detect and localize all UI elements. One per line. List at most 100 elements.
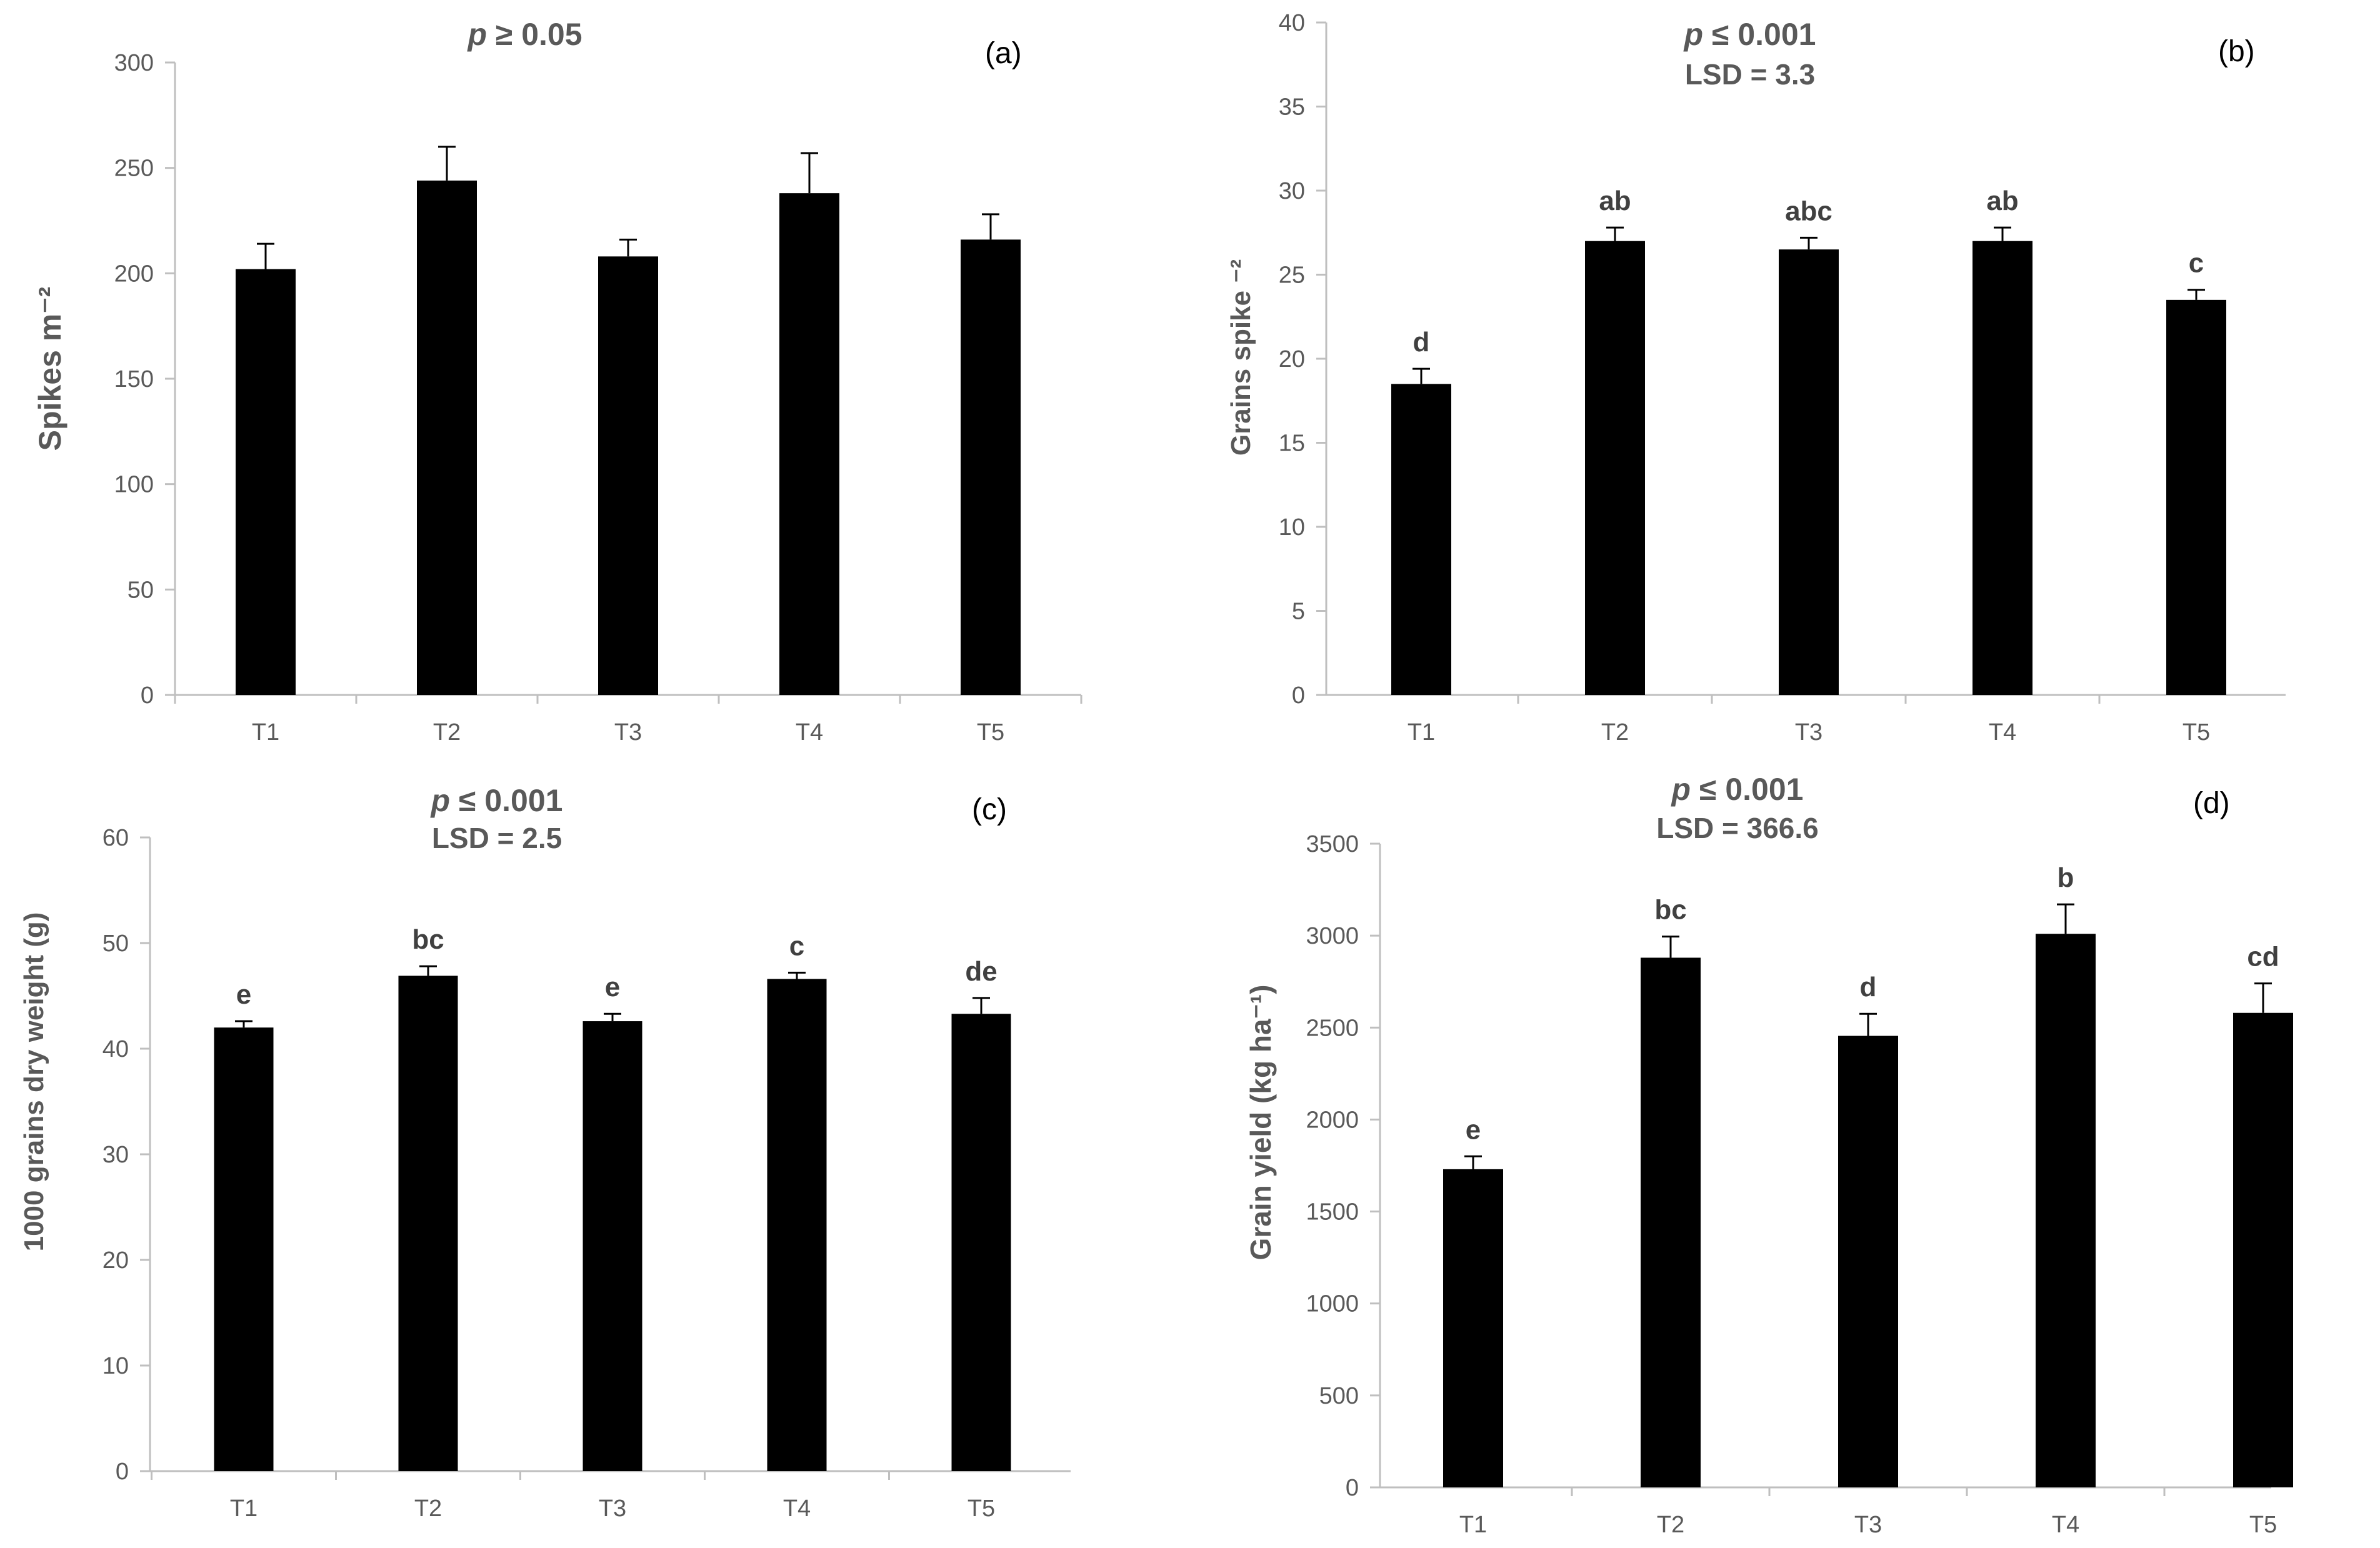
panel-a: p ≥ 0.05 (a) Spikes m⁻² 0 50 100 150 200 250 3…: [0, 0, 1190, 774]
significance-letter-t4: ab: [1986, 186, 2018, 216]
y-tick-label: 35: [1279, 94, 1305, 121]
bar-t4: [779, 193, 839, 695]
x-tick-label-t4: T4: [1989, 719, 2016, 746]
panel-c: p ≤ 0.001 LSD = 2.5 (c) 1000 grains dry …: [0, 774, 1190, 1548]
y-tick-label: 2500: [1306, 1015, 1359, 1041]
y-tick-label: 3500: [1306, 831, 1359, 857]
y-tick-label: 1000: [1306, 1291, 1359, 1317]
panel-c-plot: 0 10 20 30 40 50 60 e T1 bc T2 e T3 c T4 de T5: [102, 825, 1071, 1522]
significance-letter-t3: e: [605, 972, 620, 1002]
panel-c-title: p ≤ 0.001: [384, 785, 609, 816]
bar-t4: [2036, 934, 2096, 1487]
panel-b-title: p ≤ 0.001: [1638, 19, 1862, 50]
y-tick-label: 0: [141, 682, 154, 709]
y-tick-label: 0: [116, 1459, 129, 1485]
y-tick-label: 3000: [1306, 923, 1359, 949]
significance-letter-t4: b: [2058, 862, 2074, 893]
y-tick-label: 25: [1279, 262, 1305, 289]
y-tick-label: 0: [1292, 682, 1305, 709]
x-tick-label-t3: T3: [1854, 1512, 1882, 1538]
y-tick-label: 50: [102, 931, 129, 957]
panel-a-label: (a): [985, 37, 1022, 70]
y-tick-label: 300: [114, 50, 154, 76]
x-tick-label-t3: T3: [599, 1496, 626, 1522]
x-tick-label-t2: T2: [1657, 1512, 1684, 1538]
x-tick-label-t3: T3: [1795, 719, 1822, 746]
y-tick-label: 50: [128, 577, 154, 603]
significance-letter-t5: de: [965, 956, 997, 987]
panel-d: p ≤ 0.001 LSD = 366.6 (d) Grain yield (k…: [1190, 774, 2380, 1548]
panel-a-plot: 0 50 100 150 200 250 300 T1 T2 T3 T4 T5: [114, 50, 1082, 746]
bar-t4: [767, 979, 827, 1471]
y-tick-label: 20: [102, 1247, 129, 1274]
y-tick-label: 30: [1279, 178, 1305, 204]
panel-d-title: p ≤ 0.001: [1619, 774, 1856, 805]
x-tick-label-t5: T5: [2182, 719, 2210, 746]
x-tick-label-t1: T1: [252, 719, 279, 746]
panel-c-lsd: LSD = 2.5: [431, 822, 562, 854]
bar-t4: [1972, 241, 2032, 695]
x-tick-label-t1: T1: [1408, 719, 1435, 746]
panel-d-plot: 0 500 1000 1500 2000 2500 3000 3500 e T1 bc T2 d T3 b T…: [1306, 831, 2293, 1538]
y-tick-label: 40: [1279, 10, 1305, 36]
panel-b-plot: 0 5 10 15 20 25 30 35 40 d T1 ab T2 abc T3 ab T4 c T5: [1279, 10, 2286, 746]
panel-d-title-p: p: [1671, 772, 1691, 807]
bar-t1: [214, 1027, 274, 1471]
bar-t2: [398, 976, 458, 1471]
x-tick-label-t1: T1: [1459, 1512, 1487, 1538]
significance-letter-t4: c: [789, 931, 804, 961]
x-tick-label-t5: T5: [2249, 1512, 2277, 1538]
bar-t5: [2166, 299, 2226, 696]
y-tick-label: 150: [114, 366, 154, 392]
panel-d-lsd: LSD = 366.6: [1656, 812, 1819, 844]
y-tick-label: 200: [114, 261, 154, 287]
x-tick-label-t2: T2: [1601, 719, 1629, 746]
panel-a-title-p: p: [468, 17, 487, 52]
panel-b-title-rest: ≤ 0.001: [1703, 17, 1816, 52]
x-tick-label-t2: T2: [414, 1496, 442, 1522]
bar-t3: [1838, 1036, 1898, 1487]
x-tick-label-t3: T3: [614, 719, 642, 746]
significance-letter-t1: d: [1413, 327, 1430, 357]
significance-letter-t1: e: [236, 979, 251, 1010]
panel-c-label: (c): [972, 793, 1007, 826]
panel-a-title-rest: ≥ 0.05: [487, 17, 582, 52]
significance-letter-t5: cd: [2247, 942, 2279, 972]
bar-t1: [1391, 384, 1451, 695]
panel-b-title-p: p: [1684, 17, 1704, 52]
y-tick-label: 500: [1319, 1383, 1359, 1409]
significance-letter-t5: c: [2189, 248, 2204, 279]
panel-d-label: (d): [2193, 787, 2230, 820]
panel-b: p ≤ 0.001 LSD = 3.3 (b) Grains spike ⁻² …: [1190, 0, 2380, 774]
bar-t2: [1585, 241, 1645, 695]
x-tick-label-t4: T4: [783, 1496, 811, 1522]
y-tick-label: 10: [1279, 514, 1305, 541]
y-tick-label: 20: [1279, 346, 1305, 372]
panel-c-title-rest: ≤ 0.001: [450, 783, 563, 818]
significance-letter-t1: e: [1466, 1114, 1481, 1145]
panel-b-lsd: LSD = 3.3: [1684, 58, 1816, 91]
significance-letter-t2: bc: [1654, 895, 1686, 926]
y-tick-label: 60: [102, 825, 129, 851]
bar-t3: [1779, 249, 1839, 695]
bar-t2: [1641, 957, 1701, 1487]
significance-letter-t2: bc: [412, 924, 444, 955]
bar-t2: [417, 180, 477, 695]
bar-t5: [951, 1014, 1011, 1471]
bar-t1: [236, 269, 296, 695]
bar-t3: [582, 1021, 642, 1471]
panel-c-title-p: p: [431, 783, 451, 818]
y-tick-label: 10: [102, 1353, 129, 1379]
significance-letter-t3: abc: [1785, 196, 1832, 226]
y-tick-label: 250: [114, 156, 154, 182]
x-tick-label-t5: T5: [977, 719, 1004, 746]
y-tick-label: 30: [102, 1142, 129, 1168]
significance-letter-t3: d: [1860, 972, 1877, 1002]
bar-t1: [1443, 1169, 1503, 1487]
y-tick-label: 15: [1279, 431, 1305, 457]
y-tick-label: 5: [1292, 599, 1305, 625]
panel-b-label: (b): [2218, 35, 2255, 68]
x-tick-label-t5: T5: [968, 1496, 995, 1522]
bar-t5: [2233, 1012, 2293, 1487]
y-tick-label: 2000: [1306, 1107, 1359, 1133]
